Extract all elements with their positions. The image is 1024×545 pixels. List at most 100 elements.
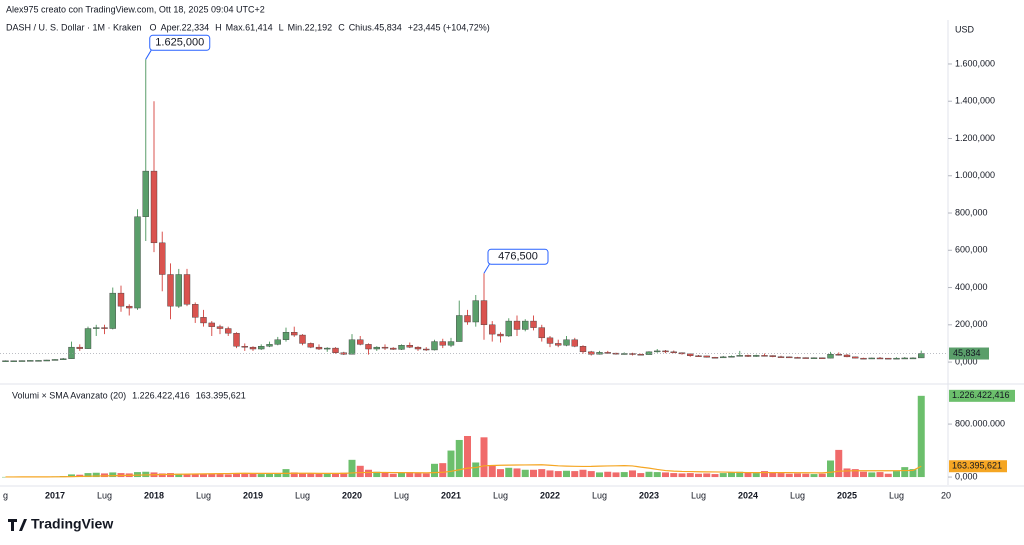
candle-body [241,346,248,348]
volume-bar [455,439,463,478]
volume-bar [670,473,678,478]
candle-body [390,347,397,350]
candle-body [662,350,669,353]
candle-body [761,355,768,357]
candle-body [233,332,240,347]
volume-bar [719,473,727,478]
candle-body [802,357,809,359]
ohlc-value: Aper.22,334 [161,22,210,32]
volume-bar [101,473,108,478]
volume-bar [604,471,612,478]
candle-body [736,355,743,357]
candle-body [167,274,174,307]
volume-bar [439,463,447,478]
sma-line [5,464,922,478]
candle-body [670,351,677,354]
candle-body [398,345,405,350]
candle-body [489,324,496,335]
x-tick-label: Lug [196,490,211,500]
candle-body [381,346,389,349]
candle-body [192,304,199,318]
volume-bar [233,473,240,478]
volume-bar [653,472,661,478]
candle-body [497,333,504,337]
ohlc-value: Min.22,192 [288,22,333,32]
volume-bar [208,473,216,478]
annotation-box [149,34,211,51]
volume-bar [612,472,620,478]
volume-bar [752,473,760,478]
volume-bar [695,473,702,478]
axis-label: USD [955,24,975,34]
candle-body [35,360,42,362]
candle-body [530,320,537,328]
annotation-box [487,248,549,265]
volume-bar [175,473,183,478]
x-tick-label: 2025 [837,490,857,500]
candle-body [134,216,141,309]
volume-bar [629,470,636,478]
candle-body [266,344,273,347]
candles [2,59,925,362]
candle-body [835,354,842,356]
candle-body [513,320,521,330]
x-tick-label: Lug [691,490,706,500]
volume-bar [645,471,653,478]
logo: TradingView [8,516,113,532]
volume-bar [579,469,587,478]
x-tick-label: 2017 [45,490,65,500]
candle-body [423,348,430,351]
volume-bar [662,472,669,478]
candle-body [68,346,75,359]
ohlc-key: H [215,22,222,32]
candle-body [505,320,512,337]
y-tick-label: 1.000,000 [955,170,995,180]
x-tick-label: Lug [790,490,805,500]
volume-bar [901,467,909,478]
volume-bar [843,468,851,478]
candle-body [522,320,529,330]
y-tick-label: 0,000 [955,356,978,366]
volume-bar [785,473,793,478]
candle-body [637,354,644,356]
volume-bar [893,471,900,478]
candle-body [175,274,182,307]
volume-bar [620,472,628,478]
volume-bar [315,473,323,478]
volume-bar [167,473,174,478]
y-tick-label: 200,000 [955,319,988,329]
candle-body [579,346,587,353]
candle-body [703,355,710,358]
candle-body [109,292,116,329]
volume-bar [521,469,529,478]
logo-mark [8,519,27,531]
candle-body [456,315,463,342]
candle-body [43,359,50,362]
volume-bar [538,469,546,478]
volume-bar [563,470,570,478]
volume-bar [398,472,405,478]
candle-body [604,352,611,354]
volume-bar [587,471,595,478]
candle-body [777,356,785,358]
volume-bar [389,473,397,478]
volume-bar [340,472,348,478]
volume-bar [505,467,513,478]
candle-body [27,360,34,362]
candle-body [274,339,281,345]
candle-body [728,356,735,358]
volume-bar [68,474,75,478]
candle-body [612,352,620,355]
volume-bar [257,474,265,478]
volume-bar [241,473,249,478]
candle-body [307,343,314,348]
volume-title: Volumi × SMA Avanzato (20) [12,390,126,400]
volume-bar [183,474,191,478]
volume-bar [827,460,834,478]
volume-bar [224,474,232,478]
x-tick-label: Lug [295,490,310,500]
brand: TradingView [31,516,113,532]
candle-body [819,357,826,359]
volume-bar [728,472,735,478]
volume-bar [488,465,496,478]
